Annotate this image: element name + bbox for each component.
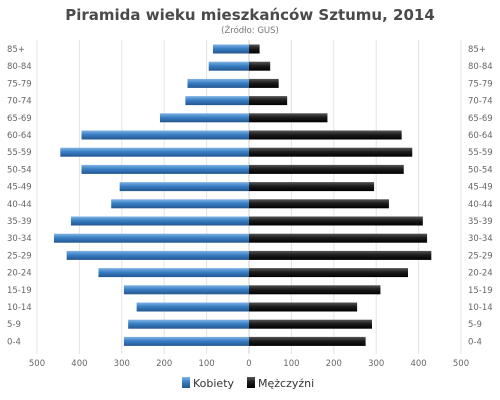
category-label: 25-29 bbox=[468, 251, 493, 261]
category-label: 85+ bbox=[7, 45, 25, 55]
category-label: 20-24 bbox=[7, 269, 32, 279]
category-label: 80-84 bbox=[7, 62, 32, 72]
category-label: 5-9 bbox=[468, 320, 482, 330]
category-label: 30-34 bbox=[468, 234, 493, 244]
category-label: 30-34 bbox=[7, 234, 32, 244]
bar-kobiety[interactable] bbox=[212, 44, 249, 54]
bar-mezczyzni[interactable] bbox=[249, 336, 366, 346]
bar-kobiety[interactable] bbox=[128, 319, 249, 329]
category-label: 10-14 bbox=[7, 303, 32, 313]
bars bbox=[53, 44, 432, 346]
category-label: 35-39 bbox=[7, 217, 32, 227]
bar-mezczyzni[interactable] bbox=[249, 302, 358, 312]
bar-mezczyzni[interactable] bbox=[249, 130, 402, 140]
x-tick-label: 400 bbox=[71, 359, 87, 369]
bar-mezczyzni[interactable] bbox=[249, 164, 404, 174]
category-label: 0-4 bbox=[468, 337, 482, 347]
x-tick-label: 300 bbox=[114, 359, 130, 369]
x-axis-ticks: 500 400 300 200 100 0 100 200 300 400 500 bbox=[29, 359, 469, 369]
legend-swatch-mezczyzni[interactable] bbox=[247, 377, 255, 388]
category-label: 65-69 bbox=[7, 114, 32, 124]
x-tick-label: 500 bbox=[453, 359, 469, 369]
legend-label-mezczyzni[interactable]: Mężczyźni bbox=[258, 377, 314, 390]
x-tick-label: 100 bbox=[283, 359, 299, 369]
category-label: 75-79 bbox=[468, 79, 493, 89]
bar-kobiety[interactable] bbox=[185, 96, 249, 106]
x-tick-label: 0 bbox=[246, 359, 251, 369]
bar-mezczyzni[interactable] bbox=[249, 78, 279, 88]
chart-subtitle: (Źródło: GUS) bbox=[221, 24, 279, 36]
bar-kobiety[interactable] bbox=[66, 250, 250, 260]
chart-title: Piramida wieku mieszkańców Sztumu, 2014 bbox=[65, 6, 435, 24]
category-label: 40-44 bbox=[468, 200, 493, 210]
bar-mezczyzni[interactable] bbox=[249, 182, 375, 192]
category-label: 70-74 bbox=[468, 97, 493, 107]
bar-kobiety[interactable] bbox=[81, 130, 250, 140]
bar-mezczyzni[interactable] bbox=[249, 319, 372, 329]
category-label: 0-4 bbox=[7, 337, 21, 347]
bar-kobiety[interactable] bbox=[111, 199, 249, 209]
bar-kobiety[interactable] bbox=[60, 147, 249, 157]
bar-kobiety[interactable] bbox=[159, 113, 249, 123]
category-label: 60-64 bbox=[468, 131, 493, 141]
category-label: 5-9 bbox=[7, 320, 21, 330]
category-label: 75-79 bbox=[7, 79, 32, 89]
category-label: 35-39 bbox=[468, 217, 493, 227]
category-label: 50-54 bbox=[7, 165, 32, 175]
x-tick-label: 100 bbox=[198, 359, 214, 369]
bar-kobiety[interactable] bbox=[123, 285, 249, 295]
bar-kobiety[interactable] bbox=[70, 216, 249, 226]
bar-kobiety[interactable] bbox=[208, 61, 249, 71]
bar-mezczyzni[interactable] bbox=[249, 268, 408, 278]
category-label: 85+ bbox=[468, 45, 486, 55]
legend-swatch-kobiety[interactable] bbox=[182, 377, 190, 388]
category-label: 20-24 bbox=[468, 269, 493, 279]
x-tick-label: 200 bbox=[156, 359, 172, 369]
x-tick-label: 500 bbox=[29, 359, 45, 369]
category-label: 80-84 bbox=[468, 62, 493, 72]
legend-label-kobiety[interactable]: Kobiety bbox=[193, 377, 235, 390]
bar-mezczyzni[interactable] bbox=[249, 96, 288, 106]
bar-mezczyzni[interactable] bbox=[249, 44, 260, 54]
category-label: 70-74 bbox=[7, 97, 32, 107]
category-label: 25-29 bbox=[7, 251, 32, 261]
bar-kobiety[interactable] bbox=[187, 78, 249, 88]
bar-mezczyzni[interactable] bbox=[249, 233, 428, 243]
grid bbox=[36, 40, 462, 354]
bar-mezczyzni[interactable] bbox=[249, 199, 389, 209]
x-tick-label: 200 bbox=[326, 359, 342, 369]
bar-mezczyzni[interactable] bbox=[249, 147, 413, 157]
legend[interactable]: Kobiety Mężczyźni bbox=[182, 377, 314, 390]
category-label: 45-49 bbox=[7, 183, 32, 193]
category-label: 40-44 bbox=[7, 200, 32, 210]
bar-kobiety[interactable] bbox=[136, 302, 249, 312]
bar-kobiety[interactable] bbox=[81, 164, 250, 174]
x-tick-label: 400 bbox=[410, 359, 426, 369]
x-tick-label: 300 bbox=[368, 359, 384, 369]
category-label: 45-49 bbox=[468, 183, 493, 193]
category-label: 15-19 bbox=[468, 286, 493, 296]
category-label: 50-54 bbox=[468, 165, 493, 175]
category-labels-right: 85+ 80-84 75-79 70-74 65-69 60-64 55-59 50-54 45… bbox=[468, 45, 493, 347]
bar-kobiety[interactable] bbox=[98, 268, 249, 278]
bar-kobiety[interactable] bbox=[53, 233, 250, 243]
category-label: 65-69 bbox=[468, 114, 493, 124]
bar-mezczyzni[interactable] bbox=[249, 61, 271, 71]
category-label: 10-14 bbox=[468, 303, 493, 313]
category-label: 55-59 bbox=[468, 148, 493, 158]
bar-mezczyzni[interactable] bbox=[249, 216, 423, 226]
category-labels-left: 85+ 80-84 75-79 70-74 65-69 60-64 55-59 50-54 45… bbox=[7, 45, 32, 347]
bar-mezczyzni[interactable] bbox=[249, 250, 432, 260]
bar-kobiety[interactable] bbox=[119, 182, 250, 192]
category-label: 55-59 bbox=[7, 148, 32, 158]
bar-mezczyzni[interactable] bbox=[249, 113, 328, 123]
bar-kobiety[interactable] bbox=[123, 336, 249, 346]
category-label: 15-19 bbox=[7, 286, 32, 296]
bar-mezczyzni[interactable] bbox=[249, 285, 381, 295]
category-label: 60-64 bbox=[7, 131, 32, 141]
